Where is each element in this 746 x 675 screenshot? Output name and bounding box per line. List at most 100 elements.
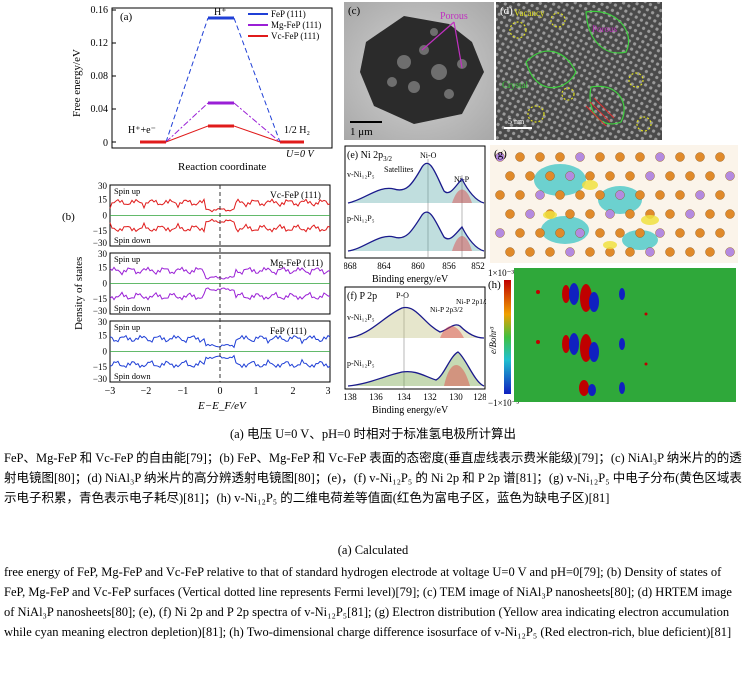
- label-h-plus-e: H⁺+e⁻: [128, 125, 156, 136]
- panel-d-label: (d): [500, 5, 513, 17]
- dos-ytick: 30: [98, 317, 108, 327]
- color-scale-bar: [504, 280, 511, 394]
- panel-a-label: (a): [120, 11, 133, 23]
- label-u0v: U=0 V: [286, 149, 315, 160]
- scale-bar-c: 1 μm: [350, 126, 373, 138]
- caption-en-body: free energy of FeP, Mg-FeP and Vc-FeP re…: [4, 565, 732, 639]
- y-tick-0: 0: [103, 138, 108, 149]
- b-xtick-2: 2: [291, 386, 296, 397]
- dos-ytick: 15: [98, 262, 108, 272]
- v-nip-component: [452, 189, 472, 203]
- f-xtick-134: 134: [397, 392, 411, 402]
- v-p2p-line: [347, 306, 485, 339]
- dos-ytick: −15: [93, 294, 108, 304]
- label-half-h2: 1/2 H₂: [284, 125, 310, 136]
- spin-up-label: Spin up: [114, 322, 140, 332]
- panel-g-electron-distribution: (g): [490, 145, 738, 263]
- panel-d-hrtem-image: (d) Vacancy Porous Crystal 5 nm: [496, 2, 662, 140]
- p-po-fill: [348, 352, 484, 386]
- e-xtick-852: 852: [471, 261, 485, 271]
- b-xtick-m2: −2: [141, 386, 152, 397]
- dos-ytick: 15: [98, 330, 108, 340]
- p-p2p-line: [347, 351, 485, 387]
- sample-v-e: v-Ni₁₂P₅: [347, 170, 375, 179]
- mg-connector-2: [233, 102, 281, 143]
- dos-ytick: 0: [103, 347, 108, 357]
- b-xtick-1: 1: [254, 386, 259, 397]
- p-envelope-fill: [348, 212, 484, 251]
- panel-h-label: (h): [488, 279, 501, 291]
- spin-down-label: Spin down: [114, 235, 151, 245]
- vc-connector-1: [165, 125, 209, 143]
- dos-ytick: −30: [93, 306, 108, 316]
- e-xtick-860: 860: [411, 261, 425, 271]
- peak-nip-32: Ni-P 2p3/2: [430, 305, 463, 314]
- panel-b-label: (b): [62, 211, 75, 223]
- panel-g-label: (g): [494, 148, 507, 160]
- scale-bar-d: 5 nm: [508, 117, 525, 126]
- panel-c-label: (c): [348, 5, 361, 17]
- caption-cn-a: (a) 电压 U=0 V、pH=0 时相对于标准氢电极所计算出: [229, 427, 517, 441]
- legend-fep: FeP (111): [271, 9, 306, 19]
- panel-b-dos-chart: (b) Density of states Spin up Spin down Vc…: [62, 181, 331, 412]
- panel-c-tem-image: Porous (c) 1 μm: [344, 2, 494, 140]
- v-po-fill: [348, 307, 484, 338]
- b-xtick-0: 0: [218, 386, 223, 397]
- panel-f-xlabel: Binding energy/eV: [372, 405, 449, 416]
- peak-satellites: Satellites: [384, 165, 413, 174]
- e-xtick-868: 868: [344, 261, 357, 271]
- b-xtick-m1: −1: [178, 386, 189, 397]
- peak-p-o: P-O: [396, 291, 409, 300]
- panel-b-xlabel: E−E_F/eV: [197, 400, 247, 412]
- legend-vc-fep: Vc-FeP (111): [271, 31, 319, 41]
- y-tick-012: 0.12: [91, 38, 109, 49]
- dos-ytick: −15: [93, 362, 108, 372]
- peak-nip-12: Ni-P 2p1/2: [456, 297, 486, 306]
- y-tick-008: 0.08: [91, 71, 109, 82]
- subplot-title: FeP (111): [270, 326, 307, 337]
- dos-ytick: 0: [103, 211, 108, 221]
- f-xtick-132: 132: [423, 392, 437, 402]
- panel-a-ylabel: Free energy/eV: [71, 49, 83, 117]
- f-xtick-138: 138: [344, 392, 357, 402]
- v-spectrum-line: [347, 162, 485, 204]
- fep-connector-1: [165, 17, 209, 143]
- p-spectrum-line: [347, 211, 485, 252]
- depletion-regions: [534, 164, 658, 250]
- scale-bottom: −1×10⁻³: [488, 398, 519, 408]
- dos-ytick: 15: [98, 194, 108, 204]
- subplot-title: Mg-FeP (111): [270, 258, 323, 269]
- panel-a-xlabel: Reaction coordinate: [178, 161, 266, 173]
- sample-v-f: v-Ni₁₂P₅: [347, 313, 375, 322]
- dos-ytick: 30: [98, 249, 108, 259]
- panel-a-free-energy-chart: (a) 0 0.04 0.08 0.12 0.16 H⁺+e⁻ H⁺ 1/2 H…: [71, 5, 333, 173]
- panel-e-xlabel: Binding energy/eV: [372, 274, 449, 285]
- panel-e-label: (e) Ni 2p3/2: [347, 150, 393, 163]
- panel-e-xps-ni2p: (e) Ni 2p3/2 Ni-O Satellites Ni-P v-Ni₁₂…: [344, 145, 486, 285]
- f-xtick-128: 128: [473, 392, 486, 402]
- label-h-plus: H⁺: [214, 7, 227, 18]
- spin-down-curve: [109, 287, 331, 301]
- caption-cn-body: FeP、Mg-FeP 和 Vc-FeP 的自由能[79]；(b) FeP、Mg-…: [4, 451, 742, 505]
- p-nip-component: [452, 236, 472, 251]
- legend-mg-fep: Mg-FeP (111): [271, 20, 321, 30]
- atom-lattice: [495, 152, 735, 257]
- panel-b-ylabel: Density of states: [73, 257, 85, 330]
- y-tick-004: 0.04: [91, 104, 109, 115]
- panel-h-charge-difference: 1×10⁻³ (h) e/Bohr³ −1×10⁻³: [486, 264, 738, 414]
- fep-connector-2: [233, 17, 281, 143]
- porous-label-c: Porous: [440, 11, 468, 22]
- dos-ytick: −30: [93, 374, 108, 384]
- dos-ytick: −30: [93, 238, 108, 248]
- porous-label-d: Porous: [592, 24, 618, 34]
- f-xtick-136: 136: [369, 392, 383, 402]
- e-xtick-856: 856: [442, 261, 456, 271]
- charge-map: [514, 268, 736, 402]
- dos-ytick: 30: [98, 181, 108, 191]
- dos-ytick: −15: [93, 226, 108, 236]
- sample-p-e: p-Ni₁₂P₅: [347, 214, 375, 223]
- panel-f-xps-p2p: (f) P 2p P-O Ni-P 2p3/2 Ni-P 2p1/2 v-Ni₁…: [344, 286, 486, 416]
- porous-crystal-label: Crystal: [502, 80, 528, 90]
- accumulation-regions: [543, 180, 659, 249]
- dos-ytick: 0: [103, 279, 108, 289]
